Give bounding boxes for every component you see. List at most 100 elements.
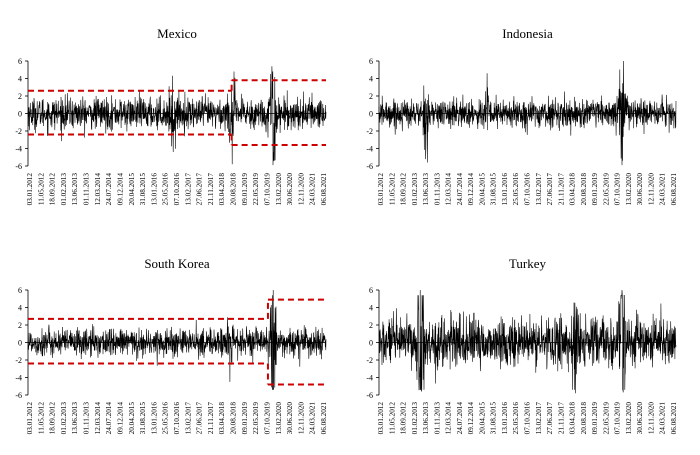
x-tick-label: 22.05.2019 (252, 402, 260, 435)
x-tick-label: 18.09.2012 (49, 402, 57, 435)
y-tick-label: -2 (15, 356, 22, 365)
return-series-line (378, 60, 677, 166)
x-tick-label: 27.06.2017 (546, 173, 554, 206)
x-tick-label: 03.04.2018 (218, 402, 226, 435)
y-tick-label: 2 (369, 92, 373, 101)
x-tick-label: 03.04.2018 (569, 173, 577, 206)
x-tick-label: 30.06.2020 (636, 173, 644, 206)
y-tick-label: 4 (369, 304, 373, 313)
y-tick-label: 0 (18, 110, 22, 119)
x-tick-label: 18.09.2012 (49, 173, 57, 206)
x-tick-label: 11.05.2012 (37, 173, 45, 205)
x-tick-label: 24.07.2014 (456, 173, 464, 206)
x-tick-label: 09.12.2014 (467, 173, 475, 206)
y-tick-label: -2 (366, 127, 373, 136)
x-tick-label: 22.05.2019 (602, 402, 610, 435)
x-tick-label: 27.06.2017 (196, 402, 204, 435)
x-tick-label: 12.11.2020 (297, 173, 305, 205)
x-tick-label: 11.05.2012 (388, 173, 396, 205)
x-tick-label: 06.08.2021 (320, 402, 328, 435)
x-tick-label: 07.10.2019 (263, 173, 271, 206)
x-tick-label: 12.11.2020 (647, 173, 655, 205)
y-tick-label: 6 (369, 286, 373, 295)
y-tick-label: 4 (18, 75, 22, 84)
x-tick-label: 18.09.2012 (400, 402, 408, 435)
x-tick-label: 13.02.2017 (535, 402, 543, 435)
panel-mexico: Mexico -6 -4 -2 0 2 4 6 03.01.2012 11.05.2012 18.… (15, 26, 328, 205)
x-tick-label: 13.02.2017 (184, 402, 192, 435)
panel-title: South Korea (144, 256, 210, 271)
y-tick-label: -4 (366, 145, 373, 154)
x-tick-label: 13.01.2016 (501, 402, 509, 435)
x-tick-label: 12.03.2014 (445, 173, 453, 206)
y-tick-label: -6 (366, 391, 373, 400)
x-tick-label: 07.10.2016 (173, 402, 181, 435)
x-tick-label: 07.10.2016 (524, 402, 532, 435)
return-series-line (27, 289, 327, 390)
x-tick-label: 12.03.2014 (94, 402, 102, 435)
y-tick-label: 2 (369, 321, 373, 330)
x-tick-label: 07.10.2016 (524, 173, 532, 206)
x-tick-label: 13.06.2013 (422, 402, 430, 435)
x-tick-label: 24.07.2014 (456, 402, 464, 435)
y-tick-label: -6 (366, 162, 373, 171)
x-tick-label: 12.11.2020 (647, 402, 655, 434)
x-tick-label: 25.05.2016 (162, 402, 170, 435)
x-tick-label: 24.03.2021 (659, 402, 667, 435)
y-tick-label: 2 (18, 321, 22, 330)
x-tick-label: 12.03.2014 (445, 402, 453, 435)
y-tick-label: 0 (18, 339, 22, 348)
x-tick-label: 27.06.2017 (546, 402, 554, 435)
x-tick-label: 03.01.2012 (26, 173, 34, 206)
x-tick-label: 21.11.2017 (557, 173, 565, 205)
x-tick-label: 09.12.2014 (467, 402, 475, 435)
panel-title: Turkey (509, 256, 547, 271)
x-tick-label: 20.04.2015 (478, 402, 486, 435)
y-tick-label: -4 (15, 374, 22, 383)
x-tick-label: 31.08.2015 (139, 173, 147, 206)
y-tick-label: 6 (18, 286, 22, 295)
x-tick-label: 13.02.2020 (275, 402, 283, 435)
x-tick-label: 24.07.2014 (105, 173, 113, 206)
x-tick-label: 01.02.2013 (411, 173, 419, 206)
x-tick-label: 09.01.2019 (241, 402, 249, 435)
x-tick-label: 11.05.2012 (37, 402, 45, 434)
x-tick-label: 13.01.2016 (501, 173, 509, 206)
x-tick-label: 01.02.2013 (60, 402, 68, 435)
y-tick-label: -2 (366, 356, 373, 365)
x-tick-label: 01.11.2013 (83, 173, 91, 205)
x-tick-label: 30.06.2020 (286, 173, 294, 206)
x-tick-label: 06.08.2021 (320, 173, 328, 206)
y-tick-label: -6 (15, 162, 22, 171)
x-tick-label: 09.01.2019 (591, 402, 599, 435)
panel-south-korea: South Korea -6 -4 -2 0 2 4 6 03.01.2012 11.05.20… (15, 256, 328, 434)
x-tick-label: 13.06.2013 (71, 402, 79, 435)
x-tick-label: 24.07.2014 (105, 402, 113, 435)
y-tick-label: 2 (18, 92, 22, 101)
x-tick-label: 31.08.2015 (490, 402, 498, 435)
y-tick-label: -6 (15, 391, 22, 400)
x-tick-label: 31.08.2015 (139, 402, 147, 435)
x-tick-label: 12.11.2020 (297, 402, 305, 434)
y-tick-label: 6 (18, 57, 22, 66)
x-tick-label: 20.08.2018 (580, 173, 588, 206)
y-tick-label: -4 (15, 145, 22, 154)
x-tick-label: 09.12.2014 (116, 173, 124, 206)
x-tick-label: 07.10.2019 (263, 402, 271, 435)
x-tick-label: 07.10.2016 (173, 173, 181, 206)
x-tick-label: 03.01.2012 (377, 402, 385, 435)
x-tick-label: 03.01.2012 (26, 402, 34, 435)
x-tick-label: 21.11.2017 (557, 402, 565, 434)
y-tick-label: 6 (369, 57, 373, 66)
x-tick-label: 20.08.2018 (580, 402, 588, 435)
y-tick-label: 0 (369, 339, 373, 348)
x-tick-label: 24.03.2021 (659, 173, 667, 206)
x-tick-label: 20.04.2015 (128, 173, 136, 206)
x-tick-label: 24.03.2021 (309, 402, 317, 435)
x-tick-label: 09.12.2014 (116, 402, 124, 435)
x-tick-label: 07.10.2019 (614, 173, 622, 206)
x-tick-label: 13.02.2017 (535, 173, 543, 206)
x-tick-label: 13.02.2017 (184, 173, 192, 206)
x-tick-label: 03.04.2018 (569, 402, 577, 435)
return-series-line (27, 66, 327, 166)
